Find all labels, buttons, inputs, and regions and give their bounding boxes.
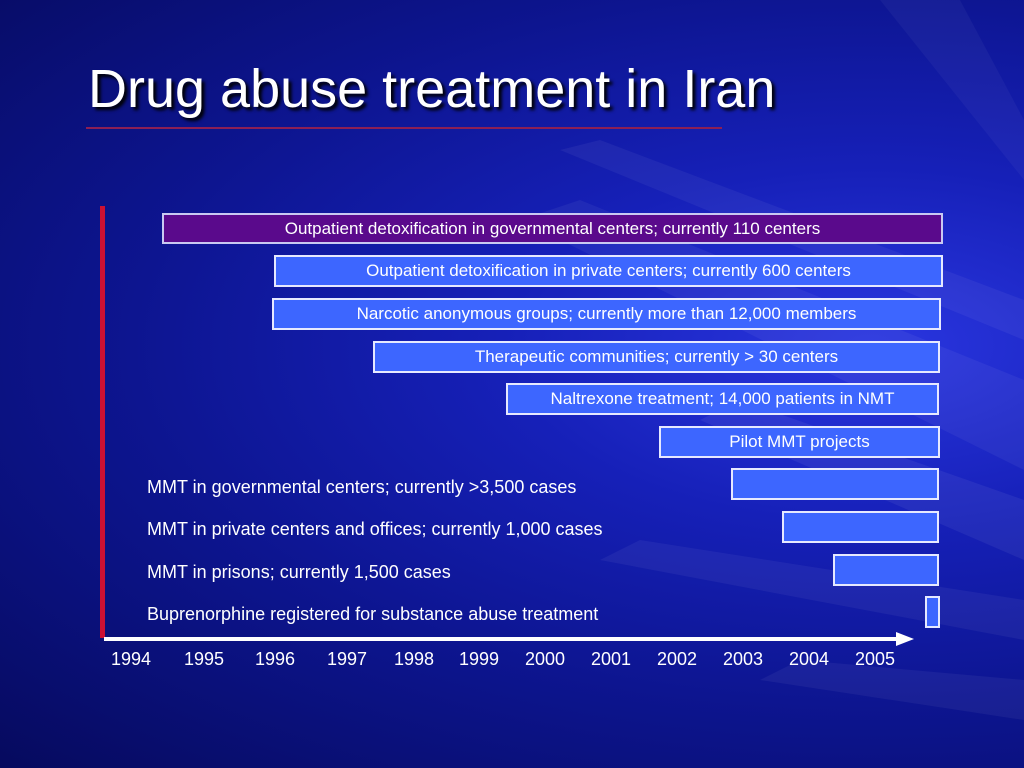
year-tick-label: 1997 bbox=[327, 649, 368, 669]
vertical-red-axis bbox=[100, 206, 105, 638]
label-mmt-prisons: MMT in prisons; currently 1,500 cases bbox=[147, 562, 451, 582]
bar-label: Outpatient detoxification in governmenta… bbox=[284, 218, 821, 238]
bar-label: Pilot MMT projects bbox=[729, 432, 870, 451]
bar-pilot-mmt: Pilot MMT projects bbox=[659, 426, 940, 458]
year-tick-label: 2002 bbox=[657, 649, 698, 669]
time-axis-arrowhead-icon bbox=[896, 632, 914, 646]
slide-title: Drug abuse treatment in Iran bbox=[88, 59, 776, 119]
bar-mmt-governmental bbox=[731, 468, 939, 500]
year-tick-label: 1996 bbox=[255, 649, 296, 669]
bar-buprenorphine bbox=[925, 596, 940, 628]
year-tick-label: 2005 bbox=[855, 649, 896, 669]
bar-label: Narcotic anonymous groups; currently mor… bbox=[356, 304, 857, 323]
bar-label: Naltrexone treatment; 14,000 patients in… bbox=[550, 389, 895, 408]
year-tick-label: 1999 bbox=[459, 649, 500, 669]
label-mmt-governmental: MMT in governmental centers; currently >… bbox=[147, 477, 577, 497]
bar-naltrexone: Naltrexone treatment; 14,000 patients in… bbox=[506, 383, 939, 415]
year-tick-label: 2000 bbox=[525, 649, 566, 669]
title-underline bbox=[86, 127, 722, 129]
bar-therapeutic-communities: Therapeutic communities; currently > 30 … bbox=[373, 341, 940, 373]
bar-label: Outpatient detoxification in private cen… bbox=[366, 261, 851, 280]
bar-label: Therapeutic communities; currently > 30 … bbox=[474, 347, 839, 366]
bar-narcotics-anonymous: Narcotic anonymous groups; currently mor… bbox=[272, 298, 941, 330]
year-tick-label: 2001 bbox=[591, 649, 632, 669]
bar-governmental-detox: Outpatient detoxification in governmenta… bbox=[162, 213, 943, 244]
year-tick-label: 1998 bbox=[394, 649, 435, 669]
label-mmt-private: MMT in private centers and offices; curr… bbox=[147, 519, 603, 539]
bar-private-detox: Outpatient detoxification in private cen… bbox=[274, 255, 943, 287]
bar-mmt-prisons bbox=[833, 554, 939, 586]
year-tick-label: 1994 bbox=[111, 649, 152, 669]
label-buprenorphine: Buprenorphine registered for substance a… bbox=[147, 604, 599, 624]
time-axis-line bbox=[104, 637, 901, 641]
bar-mmt-private bbox=[782, 511, 939, 543]
year-tick-label: 2003 bbox=[723, 649, 764, 669]
year-tick-label: 2004 bbox=[789, 649, 830, 669]
year-tick-label: 1995 bbox=[184, 649, 225, 669]
